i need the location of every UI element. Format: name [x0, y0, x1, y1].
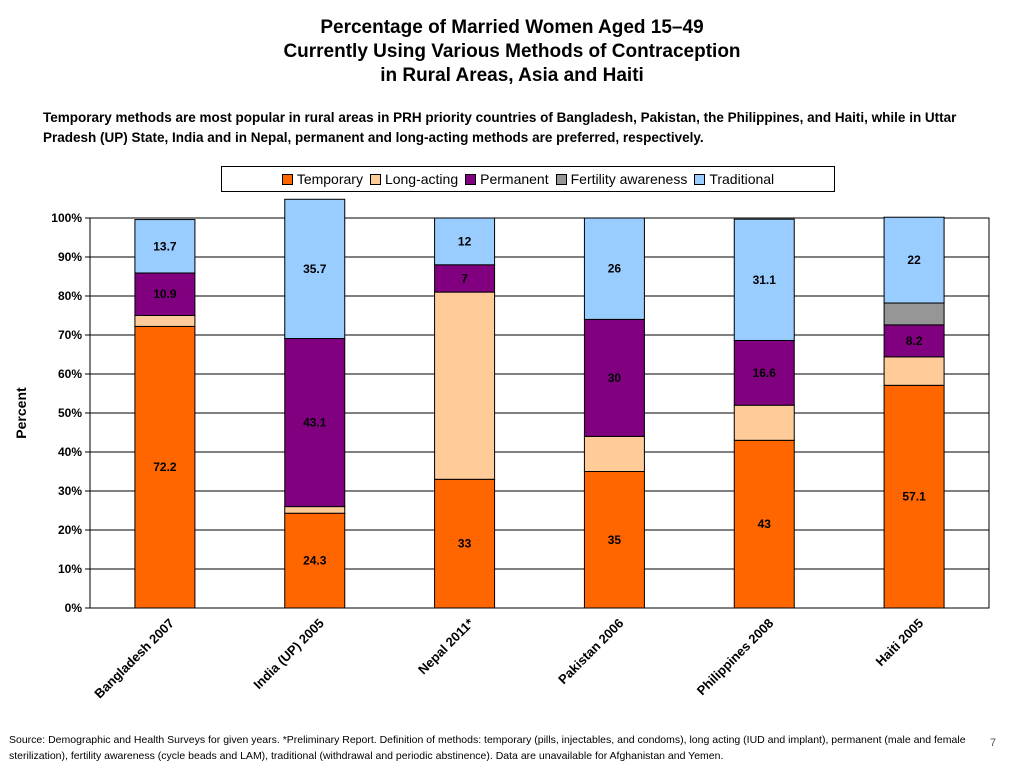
bar-traditional-india-up-2005 [284, 198, 346, 340]
legend-item-permanent: Permanent [465, 171, 549, 187]
data-label-traditional: 12 [458, 234, 472, 248]
x-category-label: Bangladesh 2007 [91, 616, 177, 702]
y-tick-label: 100% [51, 211, 82, 225]
y-tick-label: 80% [58, 289, 82, 303]
legend-label: Traditional [709, 171, 775, 187]
bar-permanent-pakistan-2006 [583, 318, 645, 437]
bar-traditional-philippines-2008 [733, 218, 795, 341]
title-line-3: in Rural Areas, Asia and Haiti [380, 65, 644, 86]
legend-label: Fertility awareness [570, 171, 688, 187]
legend-item-long-acting: Long-acting [369, 171, 459, 187]
bar-long-acting-nepal-2011 [434, 291, 496, 480]
source-footnote: Source: Demographic and Health Surveys f… [9, 734, 966, 762]
data-label-permanent: 16.6 [753, 366, 777, 380]
data-label-temporary: 33 [458, 537, 472, 551]
x-category-label: Philippines 2008 [694, 616, 777, 699]
data-label-traditional: 35.7 [303, 262, 327, 276]
y-tick-label: 90% [58, 250, 82, 264]
y-tick-label: 60% [58, 367, 82, 381]
bar-long-acting-haiti-2005 [883, 356, 945, 386]
bar-permanent-haiti-2005 [883, 324, 945, 358]
stacked-bar-chart: 0% 10% 20% 30% 40% 50% 60% 70% 80% 90% 100% Percent… [13, 198, 990, 702]
chart-legend: Temporary Long-acting Permanent Fertility a… [221, 166, 835, 192]
data-label-temporary: 24.3 [303, 554, 327, 568]
bar-traditional-bangladesh-2007 [134, 219, 196, 274]
bar-permanent-india-up-2005 [284, 338, 346, 508]
legend-swatch [369, 173, 381, 185]
data-label-traditional: 22 [907, 253, 921, 267]
legend-item-temporary: Temporary [281, 171, 363, 187]
x-category-label: India (UP) 2005 [250, 616, 327, 693]
chart-title: Percentage of Married Women Aged 15–49 C… [0, 16, 1024, 88]
legend-label: Long-acting [384, 171, 459, 187]
bar-traditional-haiti-2005 [883, 216, 945, 304]
x-category-label: Pakistan 2006 [555, 616, 626, 687]
bar-temporary-pakistan-2006 [583, 471, 645, 609]
x-category-label: Haiti 2005 [873, 616, 927, 670]
legend-item-fertility-awareness: Fertility awareness [555, 171, 688, 187]
title-line-1: Percentage of Married Women Aged 15–49 [320, 17, 704, 38]
data-label-permanent: 43.1 [303, 416, 327, 430]
legend-label: Temporary [296, 171, 363, 187]
bar-temporary-nepal-2011 [434, 478, 496, 609]
bar-permanent-philippines-2008 [733, 339, 795, 406]
data-label-permanent: 10.9 [153, 287, 177, 301]
data-label-traditional: 26 [608, 262, 622, 276]
bar-temporary-bangladesh-2007 [134, 325, 196, 609]
y-tick-label: 50% [58, 406, 82, 420]
bar-temporary-philippines-2008 [733, 439, 795, 609]
data-label-temporary: 35 [608, 533, 622, 547]
x-category-label: Nepal 2011* [415, 615, 477, 677]
bar-long-acting-pakistan-2006 [583, 435, 645, 472]
data-label-traditional: 13.7 [153, 239, 177, 253]
bar-fertility-awareness-haiti-2005 [883, 302, 945, 326]
bar-temporary-haiti-2005 [883, 384, 945, 609]
data-label-permanent: 30 [608, 371, 622, 385]
data-label-permanent: 7 [461, 271, 468, 285]
legend-label: Permanent [480, 171, 549, 187]
page-number: 7 [990, 737, 997, 749]
y-tick-label: 70% [58, 328, 82, 342]
y-tick-label: 30% [58, 484, 82, 498]
bar-long-acting-bangladesh-2007 [134, 315, 196, 327]
bar-traditional-nepal-2011 [434, 217, 496, 266]
data-label-temporary: 57.1 [902, 490, 926, 504]
bar-long-acting-philippines-2008 [733, 404, 795, 441]
bar-traditional-pakistan-2006 [583, 217, 645, 320]
y-tick-label: 0% [65, 601, 83, 615]
bar-permanent-bangladesh-2007 [134, 272, 196, 316]
data-label-traditional: 31.1 [753, 273, 777, 287]
legend-swatch [465, 173, 477, 185]
bar-permanent-nepal-2011 [434, 264, 496, 293]
y-tick-label: 10% [58, 562, 82, 576]
data-label-temporary: 43 [758, 517, 772, 531]
data-label-temporary: 72.2 [153, 460, 177, 474]
y-tick-label: 20% [58, 523, 82, 537]
legend-swatch [281, 173, 293, 185]
data-label-permanent: 8.2 [906, 334, 923, 348]
bar-long-acting-india-up-2005 [284, 506, 346, 514]
chart-subtitle: Temporary methods are most popular in ru… [43, 110, 957, 145]
y-tick-label: 40% [58, 445, 82, 459]
legend-swatch [694, 173, 706, 185]
legend-item-traditional: Traditional [694, 171, 774, 187]
bar-temporary-india-up-2005 [284, 512, 346, 609]
title-line-2: Currently Using Various Methods of Contr… [283, 41, 741, 62]
legend-swatch [555, 173, 567, 185]
y-axis-label: Percent [13, 387, 29, 439]
